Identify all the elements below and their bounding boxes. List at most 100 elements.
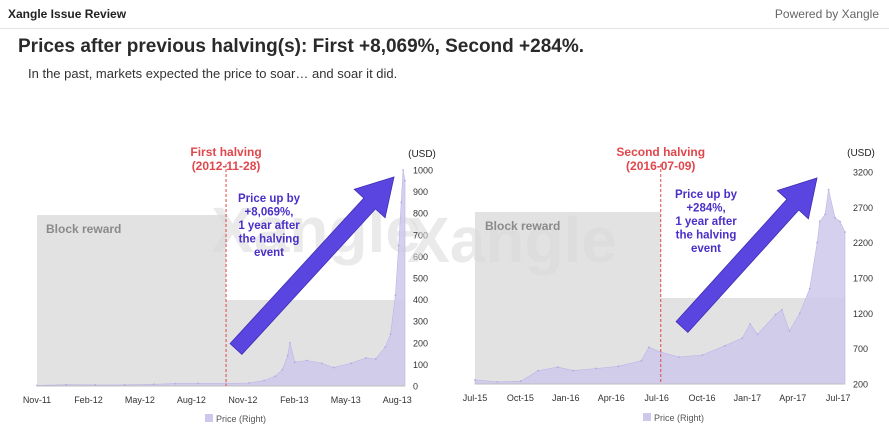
price-point	[647, 346, 650, 349]
price-point	[248, 382, 251, 384]
price-point	[404, 179, 406, 182]
headline: Prices after previous halving(s): First …	[18, 36, 585, 57]
y-tick-label: 700	[853, 344, 868, 354]
annotation-line: Price up by	[238, 193, 301, 205]
price-point	[834, 217, 836, 219]
price-point	[781, 308, 783, 311]
brand-label: Xangle Issue Review	[8, 7, 127, 21]
halving-label: Second halving	[616, 145, 705, 159]
price-point	[824, 213, 826, 216]
price-point	[306, 359, 308, 362]
price-point	[808, 287, 811, 290]
price-point	[749, 323, 751, 325]
y-tick-label: 1200	[853, 309, 873, 319]
x-tick-label: May-13	[331, 395, 361, 405]
price-point	[293, 361, 296, 364]
halving-label: First halving	[190, 145, 261, 159]
y-tick-label: 200	[413, 338, 428, 348]
price-point	[788, 330, 791, 332]
price-point	[374, 358, 377, 360]
price-point	[123, 384, 126, 386]
price-point	[640, 359, 643, 362]
annotation-line: +284%,	[686, 203, 725, 215]
price-point	[350, 362, 352, 365]
x-tick-label: Oct-16	[688, 393, 715, 403]
x-tick-label: May-12	[125, 395, 155, 405]
price-point	[394, 294, 397, 297]
x-tick-label: Apr-16	[598, 393, 625, 403]
x-tick-label: Nov-11	[23, 395, 51, 405]
y-tick-label: 800	[413, 209, 428, 219]
price-point	[537, 369, 539, 372]
price-point	[332, 366, 335, 369]
y-tick-label: 400	[413, 295, 428, 305]
x-tick-label: Jan-17	[734, 393, 762, 403]
powered-by-label: Powered by Xangle	[774, 7, 879, 21]
y-tick-label: 1700	[853, 274, 873, 284]
price-point	[225, 382, 228, 385]
y-tick-label: 200	[853, 380, 868, 390]
legend-swatch	[205, 414, 213, 422]
y-tick-label: 0	[413, 382, 418, 392]
x-tick-label: Aug-13	[383, 395, 412, 405]
price-point	[289, 341, 291, 344]
annotation-line: event	[691, 243, 721, 255]
rise-arrow	[675, 177, 818, 333]
y-tick-label: 300	[413, 317, 428, 327]
price-point	[844, 231, 846, 234]
price-point	[723, 344, 726, 347]
x-tick-label: Aug-12	[177, 395, 206, 405]
price-point	[384, 346, 387, 348]
y-axis-unit: (USD)	[847, 148, 875, 159]
annotation-line: the halving	[676, 230, 737, 242]
y-tick-label: 3200	[853, 168, 873, 178]
y-axis-unit: (USD)	[408, 149, 436, 160]
annotation-line: the halving	[239, 234, 300, 246]
price-point	[774, 313, 777, 316]
price-point	[402, 169, 404, 171]
y-tick-label: 700	[413, 230, 428, 240]
block-reward-band-halved	[660, 298, 845, 384]
price-point	[827, 188, 830, 191]
price-point	[65, 383, 68, 386]
price-point	[519, 380, 522, 383]
x-tick-label: Oct-15	[507, 393, 534, 403]
x-tick-label: Jul-17	[826, 393, 851, 403]
subline: In the past, markets expected the price …	[28, 66, 398, 81]
annotation-line: +8,069%,	[245, 207, 294, 219]
annotation-line: 1 year after	[675, 216, 737, 228]
halving-date-label: (2016-07-09)	[626, 159, 695, 173]
top-bar: Xangle Issue Review Powered by Xangle	[0, 0, 889, 29]
y-tick-label: 100	[413, 360, 428, 370]
price-point	[816, 241, 819, 244]
price-point	[839, 220, 841, 223]
price-point	[496, 381, 499, 383]
y-tick-label: 900	[413, 187, 428, 197]
rise-arrow	[229, 176, 395, 355]
price-point	[400, 201, 403, 204]
price-point	[678, 356, 680, 358]
y-tick-label: 2200	[853, 238, 873, 248]
price-point	[474, 378, 476, 381]
price-point	[701, 354, 704, 356]
price-point	[397, 244, 400, 247]
x-tick-label: Jan-16	[552, 393, 580, 403]
x-tick-label: Nov-12	[228, 395, 257, 405]
watermark: Xangle	[211, 194, 421, 266]
y-tick-label: 600	[413, 252, 428, 262]
annotation-line: Price up by	[675, 189, 738, 201]
price-area-series	[36, 169, 406, 387]
price-point	[595, 367, 598, 370]
y-tick-label: 500	[413, 274, 428, 284]
y-tick-label: 2700	[853, 203, 873, 213]
price-point	[274, 375, 276, 378]
price-point	[365, 357, 367, 359]
legend-label: Price (Right)	[216, 414, 266, 424]
legend-swatch	[643, 413, 651, 421]
block-reward-label: Block reward	[485, 219, 560, 233]
price-point	[741, 337, 744, 339]
x-tick-label: Jul-15	[463, 393, 488, 403]
block-reward-band	[37, 215, 227, 386]
price-point	[818, 220, 821, 223]
x-tick-label: Jul-16	[644, 393, 669, 403]
